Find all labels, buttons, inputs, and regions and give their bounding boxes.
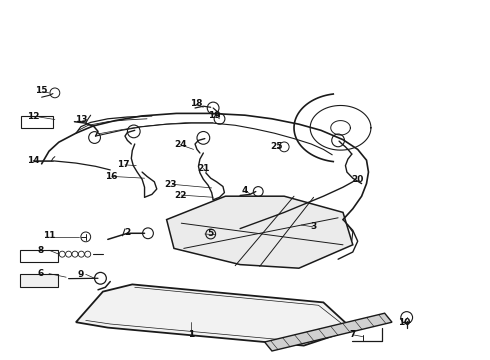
Polygon shape (265, 313, 392, 351)
Polygon shape (76, 284, 353, 346)
Text: 19: 19 (208, 111, 221, 120)
Text: 6: 6 (37, 269, 43, 278)
Text: 24: 24 (174, 140, 187, 149)
Text: 25: 25 (270, 142, 283, 151)
Text: 1: 1 (188, 330, 194, 339)
Polygon shape (167, 196, 353, 268)
Text: 10: 10 (398, 318, 411, 327)
Text: 17: 17 (117, 161, 130, 169)
Text: 3: 3 (311, 222, 317, 231)
Text: 5: 5 (208, 230, 214, 239)
Text: 9: 9 (77, 270, 84, 279)
Text: 2: 2 (124, 228, 130, 237)
Text: 22: 22 (174, 191, 187, 199)
Text: 15: 15 (35, 86, 48, 95)
Text: 16: 16 (105, 172, 118, 181)
FancyBboxPatch shape (20, 274, 58, 287)
Text: 20: 20 (351, 175, 364, 184)
Text: 12: 12 (27, 112, 40, 121)
Text: 21: 21 (197, 164, 210, 173)
Text: 11: 11 (43, 231, 55, 240)
Text: 7: 7 (349, 330, 356, 339)
Text: 14: 14 (27, 156, 40, 166)
Text: 8: 8 (37, 246, 43, 255)
Text: 4: 4 (242, 186, 248, 195)
Text: 23: 23 (164, 180, 177, 189)
Text: 13: 13 (74, 115, 87, 124)
Text: 18: 18 (190, 99, 202, 108)
